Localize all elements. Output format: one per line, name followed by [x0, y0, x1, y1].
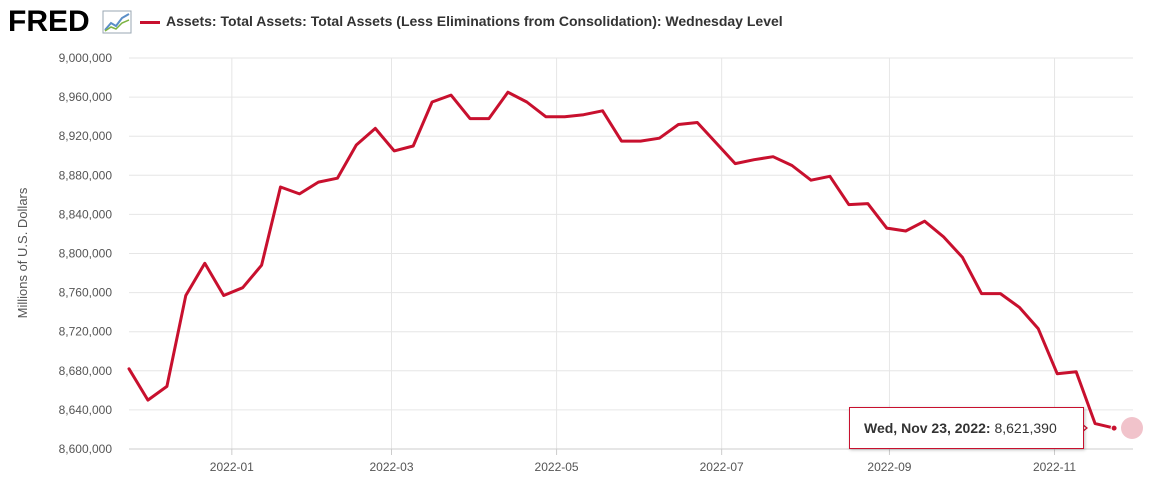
data-point[interactable] — [639, 140, 642, 143]
data-point[interactable] — [753, 158, 756, 161]
y-tick-label: 8,640,000 — [59, 403, 113, 417]
y-tick-label: 8,960,000 — [59, 90, 113, 104]
header: FRED Assets: Total Assets: Total Assets … — [0, 0, 1149, 44]
data-point[interactable] — [980, 292, 983, 295]
y-tick-label: 9,000,000 — [59, 51, 113, 65]
data-point[interactable] — [431, 101, 434, 104]
y-tick-label: 8,760,000 — [59, 286, 113, 300]
x-tick-label: 2022-03 — [369, 460, 413, 474]
y-tick-label: 8,920,000 — [59, 129, 113, 143]
x-tick-label: 2022-05 — [535, 460, 579, 474]
y-axis-label: Millions of U.S. Dollars — [15, 187, 30, 318]
series-line[interactable] — [127, 90, 1116, 430]
data-point[interactable] — [791, 164, 794, 167]
data-point[interactable] — [961, 256, 964, 259]
grid-lines — [129, 57, 1133, 450]
data-point[interactable] — [279, 186, 282, 189]
data-point[interactable] — [1075, 370, 1078, 373]
y-tick-label: 8,880,000 — [59, 168, 113, 182]
data-point[interactable] — [772, 155, 775, 158]
data-point[interactable] — [582, 113, 585, 116]
data-point[interactable] — [506, 91, 509, 94]
x-tick-label: 2022-01 — [210, 460, 254, 474]
tooltip-value: 8,621,390 — [994, 420, 1057, 436]
data-point[interactable] — [904, 230, 907, 233]
y-tick-label: 8,800,000 — [59, 247, 113, 261]
series-layer — [127, 90, 1118, 432]
y-tick-label: 8,720,000 — [59, 325, 113, 339]
data-point[interactable] — [828, 175, 831, 178]
data-point[interactable] — [469, 117, 472, 120]
data-point[interactable] — [165, 385, 168, 388]
data-point[interactable] — [601, 109, 604, 112]
x-axis: 2022-01 2022-03 2022-05 2022-07 2022-09 2022-… — [129, 448, 1133, 474]
hover-marker-halo — [1121, 417, 1143, 439]
data-point[interactable] — [563, 115, 566, 118]
data-point[interactable] — [1037, 327, 1040, 330]
legend-series-swatch — [140, 21, 160, 24]
data-point[interactable] — [999, 292, 1002, 295]
data-point[interactable] — [355, 144, 358, 147]
tooltip-date: Wed, Nov 23, 2022: — [864, 420, 991, 436]
x-tick-label: 2022-09 — [867, 460, 911, 474]
data-point[interactable] — [866, 202, 869, 205]
hover-marker — [1110, 424, 1118, 432]
data-point[interactable] — [374, 127, 377, 130]
data-point[interactable] — [1056, 372, 1059, 375]
data-point[interactable] — [412, 145, 415, 148]
data-point[interactable] — [923, 220, 926, 223]
data-point[interactable] — [658, 137, 661, 140]
data-point[interactable] — [620, 140, 623, 143]
data-point[interactable] — [487, 117, 490, 120]
data-point[interactable] — [298, 192, 301, 195]
data-point[interactable] — [525, 101, 528, 104]
data-point[interactable] — [942, 235, 945, 238]
legend-series-label: Assets: Total Assets: Total Assets (Less… — [166, 13, 783, 29]
x-tick-label: 2022-11 — [1033, 460, 1076, 474]
y-axis: 8,600,000 8,640,000 8,680,000 8,720,000 8,76… — [59, 51, 113, 456]
x-tick-label: 2022-07 — [700, 460, 744, 474]
data-point[interactable] — [734, 162, 737, 165]
data-point[interactable] — [1094, 422, 1097, 425]
data-point[interactable] — [222, 294, 225, 297]
data-point[interactable] — [677, 123, 680, 126]
y-tick-label: 8,840,000 — [59, 207, 113, 221]
data-point[interactable] — [847, 203, 850, 206]
data-point[interactable] — [241, 286, 244, 289]
data-point[interactable] — [128, 367, 131, 370]
y-tick-label: 8,600,000 — [59, 442, 113, 456]
data-point[interactable] — [203, 262, 206, 265]
data-tooltip: Wed, Nov 23, 2022: 8,621,390 — [849, 407, 1084, 449]
data-point[interactable] — [1018, 306, 1021, 309]
data-point[interactable] — [336, 177, 339, 180]
data-point[interactable] — [885, 227, 888, 230]
data-point[interactable] — [184, 294, 187, 297]
line-graph-icon — [102, 10, 132, 34]
data-point[interactable] — [544, 115, 547, 118]
fred-logo[interactable]: FRED — [8, 5, 90, 38]
data-point[interactable] — [715, 142, 718, 145]
data-point[interactable] — [260, 264, 263, 267]
data-point[interactable] — [696, 121, 699, 124]
y-tick-label: 8,680,000 — [59, 364, 113, 378]
data-point[interactable] — [393, 149, 396, 152]
data-point[interactable] — [450, 94, 453, 97]
data-point[interactable] — [810, 179, 813, 182]
data-point[interactable] — [146, 399, 149, 402]
data-point[interactable] — [317, 181, 320, 184]
